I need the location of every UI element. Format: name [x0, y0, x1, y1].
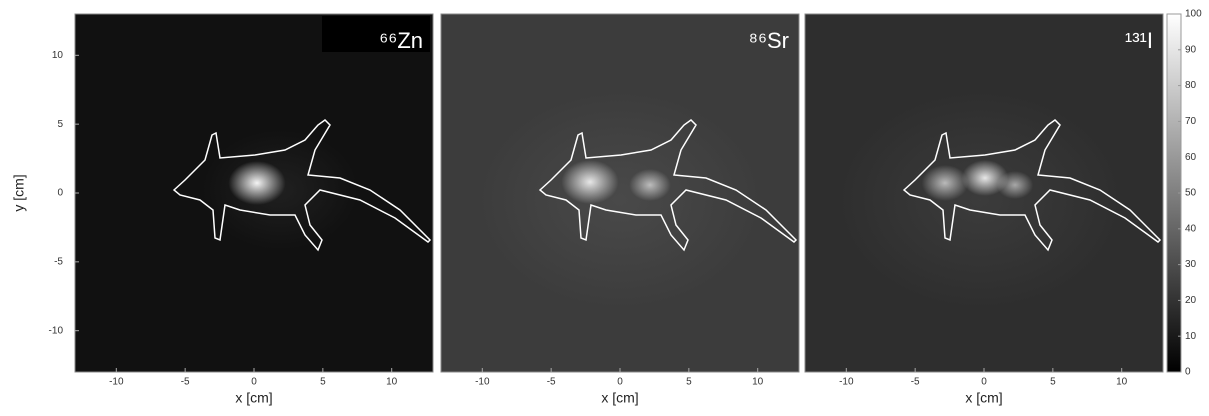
- colorbar-tick-label: 30: [1185, 259, 1197, 270]
- x-axis-label: x [cm]: [965, 390, 1002, 406]
- colorbar-tick-label: 60: [1185, 152, 1197, 163]
- panel-title: ⁶⁶Zn: [379, 28, 423, 53]
- intensity-spot: [477, 90, 763, 310]
- x-tick-label: 5: [686, 377, 692, 388]
- y-tick-label: -10: [49, 325, 64, 336]
- intensity-spot: [837, 90, 1123, 310]
- colorbar-tick-label: 40: [1185, 223, 1197, 234]
- colorbar-tick-label: 80: [1185, 80, 1197, 91]
- x-tick-label: 0: [981, 377, 987, 388]
- figure: ⁶⁶Zn -10 -5 0 5 10 x [cm] -10 -5 0 5 10 y [cm] ⁸⁶Sr -1…: [0, 0, 1209, 416]
- y-tick-label: 10: [52, 50, 64, 61]
- x-tick-label: -10: [475, 377, 490, 388]
- x-axis-label: x [cm]: [235, 390, 272, 406]
- x-tick-label: 10: [386, 377, 398, 388]
- y-axis-label: y [cm]: [11, 174, 27, 211]
- x-tick-label: -10: [839, 377, 854, 388]
- colorbar-tick-label: 50: [1185, 188, 1197, 199]
- x-tick-label: 5: [320, 377, 326, 388]
- intensity-spot: [202, 130, 358, 250]
- x-tick-label: 10: [1116, 377, 1128, 388]
- x-tick-label: 10: [752, 377, 764, 388]
- x-tick-label: 0: [617, 377, 623, 388]
- y-tick-label: -5: [54, 256, 63, 267]
- x-tick-label: -10: [109, 377, 124, 388]
- x-tick-label: -5: [181, 377, 190, 388]
- page: {"chart_data": [ {"type": "image", "titl…: [0, 0, 1209, 416]
- x-tick-label: -5: [547, 377, 556, 388]
- y-tick-label: 5: [57, 119, 63, 130]
- y-tick-label: 0: [57, 188, 63, 199]
- x-tick-label: -5: [911, 377, 920, 388]
- x-tick-label: 5: [1050, 377, 1056, 388]
- colorbar-tick-label: 10: [1185, 331, 1197, 342]
- colorbar-tick-label: 20: [1185, 295, 1197, 306]
- colorbar-tick-label: 0: [1185, 367, 1191, 378]
- panel-title: ¹³¹I: [1125, 28, 1153, 53]
- x-axis-label: x [cm]: [601, 390, 638, 406]
- colorbar-tick-label: 100: [1185, 9, 1202, 20]
- colorbar-tick-label: 90: [1185, 44, 1197, 55]
- colorbar-tick-label: 70: [1185, 116, 1197, 127]
- x-tick-label: 0: [251, 377, 257, 388]
- panel-title: ⁸⁶Sr: [749, 28, 789, 53]
